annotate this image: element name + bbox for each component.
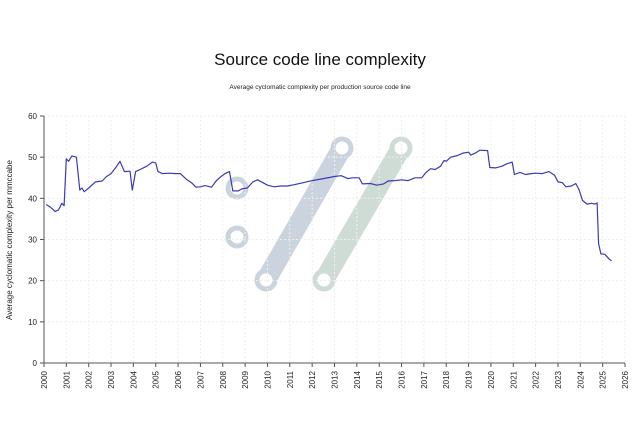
watermark-circle: [254, 268, 278, 292]
x-tick-label: 2012: [308, 370, 317, 388]
x-tick-label: 2020: [487, 370, 496, 388]
y-tick-label: 30: [28, 236, 37, 245]
watermark-circle: [225, 225, 249, 249]
y-tick-label: 0: [33, 359, 38, 368]
y-tick-label: 50: [28, 153, 37, 162]
x-tick-label: 2004: [129, 370, 138, 388]
x-tick-label: 2009: [241, 370, 250, 388]
grid-lines: [43, 115, 626, 363]
y-tick-label: 10: [28, 318, 37, 327]
x-tick-label: 2007: [196, 370, 205, 388]
x-tick-label: 2018: [442, 370, 451, 388]
y-tick-label: 60: [28, 112, 37, 121]
x-tick-label: 2011: [286, 370, 295, 388]
watermark-circle: [312, 268, 336, 292]
y-tick-label: 20: [28, 277, 37, 286]
watermark-bar: [256, 138, 352, 290]
x-tick-label: 2005: [152, 370, 161, 388]
series-line: [45, 149, 612, 262]
x-tick-label: 2014: [353, 370, 362, 388]
x-tick-label: 2022: [532, 370, 541, 388]
x-tick-label: 2010: [263, 370, 272, 388]
x-tick-label: 2015: [375, 370, 384, 388]
y-axis-label: Average cyclomatic complexity per mmccab…: [5, 160, 14, 320]
x-tick-label: 2019: [465, 370, 474, 388]
x-tick-label: 2017: [420, 370, 429, 388]
x-tick-label: 2013: [331, 370, 340, 388]
x-tick-label: 2016: [398, 370, 407, 388]
x-tick-label: 2026: [621, 370, 630, 388]
chart-subtitle: Average cyclomatic complexity per produc…: [229, 84, 411, 91]
x-tick-label: 2023: [554, 370, 563, 388]
x-tick-label: 2021: [509, 370, 518, 388]
watermark-bar: [314, 138, 411, 290]
x-tick-label: 2008: [219, 370, 228, 388]
x-tick-label: 2001: [62, 370, 71, 388]
x-tick-label: 2024: [576, 370, 585, 388]
x-tick-label: 2003: [107, 370, 116, 388]
watermark-circle: [389, 136, 413, 160]
x-tick-label: 2002: [85, 370, 94, 388]
ticks: 2000 2001 2002 2003 2004 2005 2006 2007 2008 2009…: [28, 112, 630, 389]
x-tick-label: 2006: [174, 370, 183, 388]
watermark-circle: [330, 136, 354, 160]
x-tick-label: 2025: [599, 370, 608, 388]
watermark-logo: [225, 136, 413, 292]
y-tick-label: 40: [28, 194, 37, 203]
chart-title: Source code line complexity: [214, 50, 426, 69]
series-group: [45, 149, 612, 262]
x-tick-label: 2000: [40, 370, 49, 388]
